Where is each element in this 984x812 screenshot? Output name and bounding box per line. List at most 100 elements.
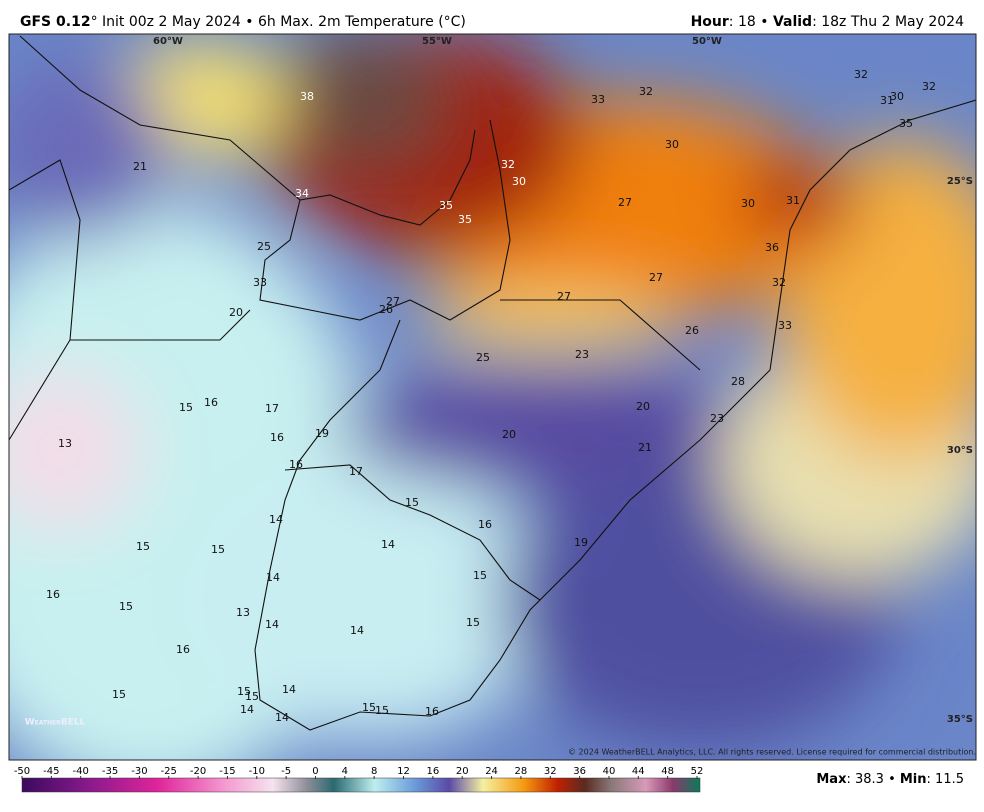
colorbar-tick-label: 20 (456, 766, 469, 777)
temp-label: 17 (265, 402, 279, 415)
temp-label: 15 (375, 704, 389, 717)
min-text: : 11.5 (927, 772, 964, 787)
temp-label: 15 (136, 540, 150, 553)
temp-label: 20 (636, 400, 650, 413)
temp-label: 30 (512, 175, 526, 188)
temp-label: 15 (466, 616, 480, 629)
model: GFS 0.12 (20, 14, 91, 30)
temp-label: 15 (112, 688, 126, 701)
header-left: GFS 0.12° Init 00z 2 May 2024 • 6h Max. … (20, 14, 466, 30)
temp-label: 28 (731, 375, 745, 388)
min-label: Min (900, 772, 927, 787)
colorbar-tick-label: -10 (249, 766, 265, 777)
temp-label: 35 (439, 199, 453, 212)
temp-label: 23 (575, 348, 589, 361)
temp-label: 16 (176, 643, 190, 656)
colorbar-tick-label: -15 (219, 766, 235, 777)
temp-label: 36 (765, 241, 779, 254)
temp-label: 13 (58, 437, 72, 450)
copyright: © 2024 WeatherBELL Analytics, LLC. All r… (568, 748, 976, 757)
temp-label: 32 (854, 68, 868, 81)
temp-label: 15 (245, 690, 259, 703)
temp-label: 15 (119, 600, 133, 613)
colorbar-tick-label: -20 (190, 766, 206, 777)
temp-label: 27 (618, 196, 632, 209)
colorbar-tick-label: 28 (515, 766, 528, 777)
temp-label: 33 (591, 93, 605, 106)
temp-label: 19 (574, 536, 588, 549)
logo: WeatherBELL (25, 718, 86, 728)
colorbar-tick-label: -25 (161, 766, 177, 777)
temp-label: 27 (557, 290, 571, 303)
lat-label: 25°S (947, 176, 973, 187)
colorbar-tick-label: 40 (603, 766, 616, 777)
temp-label: 32 (639, 85, 653, 98)
map-field (9, 34, 976, 760)
lon-label: 55°W (422, 36, 452, 47)
temp-label: 14 (282, 683, 296, 696)
temp-label: 20 (229, 306, 243, 319)
temp-label: 25 (257, 240, 271, 253)
temp-label: 21 (133, 160, 147, 173)
colorbar-tick-label: 48 (661, 766, 674, 777)
temp-label: 14 (269, 513, 283, 526)
colorbar-tick-label: 16 (427, 766, 440, 777)
temp-label: 27 (386, 295, 400, 308)
temp-label: 15 (362, 701, 376, 714)
temp-label: 33 (778, 319, 792, 332)
colorbar-tick-label: 52 (691, 766, 704, 777)
temp-label: 16 (289, 458, 303, 471)
colorbar-tick-label: 4 (342, 766, 348, 777)
temp-label: 16 (478, 518, 492, 531)
temp-label: 14 (381, 538, 395, 551)
colorbar-tick-label: 0 (312, 766, 318, 777)
map-frame (8, 33, 977, 761)
temp-label: 31 (786, 194, 800, 207)
temp-label: 31 (880, 94, 894, 107)
temp-label: 16 (46, 588, 60, 601)
temp-label: 35 (899, 117, 913, 130)
temp-label: 15 (211, 543, 225, 556)
temp-label: 17 (349, 465, 363, 478)
valid-label: Valid (773, 14, 812, 30)
temp-label: 32 (501, 158, 515, 171)
lon-label: 50°W (692, 36, 722, 47)
temp-label: 34 (295, 187, 309, 200)
temp-label: 38 (300, 90, 314, 103)
colorbar-tick-label: -5 (281, 766, 291, 777)
temp-label: 13 (236, 606, 250, 619)
lon-label: 60°W (153, 36, 183, 47)
header-desc: ° Init 00z 2 May 2024 • 6h Max. 2m Tempe… (91, 14, 466, 30)
temp-label: 15 (405, 496, 419, 509)
lat-label: 35°S (947, 714, 973, 725)
footer-stats: Max: 38.3 • Min: 11.5 (816, 772, 964, 787)
temp-label: 32 (922, 80, 936, 93)
max-text: : 38.3 • (846, 772, 899, 787)
colorbar-tick-label: 36 (573, 766, 586, 777)
valid-text: : 18z Thu 2 May 2024 (812, 14, 964, 30)
temp-label: 16 (270, 431, 284, 444)
hour-label: Hour (691, 14, 729, 30)
colorbar-tick-label: 8 (371, 766, 377, 777)
lat-label: 30°S (947, 445, 973, 456)
header-right: Hour: 18 • Valid: 18z Thu 2 May 2024 (691, 14, 965, 30)
colorbar-tick-label: 44 (632, 766, 645, 777)
max-label: Max (816, 772, 847, 787)
temp-label: 27 (649, 271, 663, 284)
temp-label: 30 (890, 90, 904, 103)
temp-label: 14 (240, 703, 254, 716)
temp-label: 35 (458, 213, 472, 226)
temp-label: 32 (772, 276, 786, 289)
temp-label: 26 (379, 303, 393, 316)
colorbar-tick-label: 32 (544, 766, 557, 777)
colorbar-tick-label: 12 (397, 766, 410, 777)
temp-label: 16 (204, 396, 218, 409)
colorbar-tick-label: -35 (102, 766, 118, 777)
colorbar-tick-label: 24 (485, 766, 498, 777)
temp-label: 15 (473, 569, 487, 582)
temp-label: 14 (275, 711, 289, 724)
colorbar-tick-label: -45 (43, 766, 59, 777)
temp-label: 25 (476, 351, 490, 364)
temp-label: 19 (315, 427, 329, 440)
